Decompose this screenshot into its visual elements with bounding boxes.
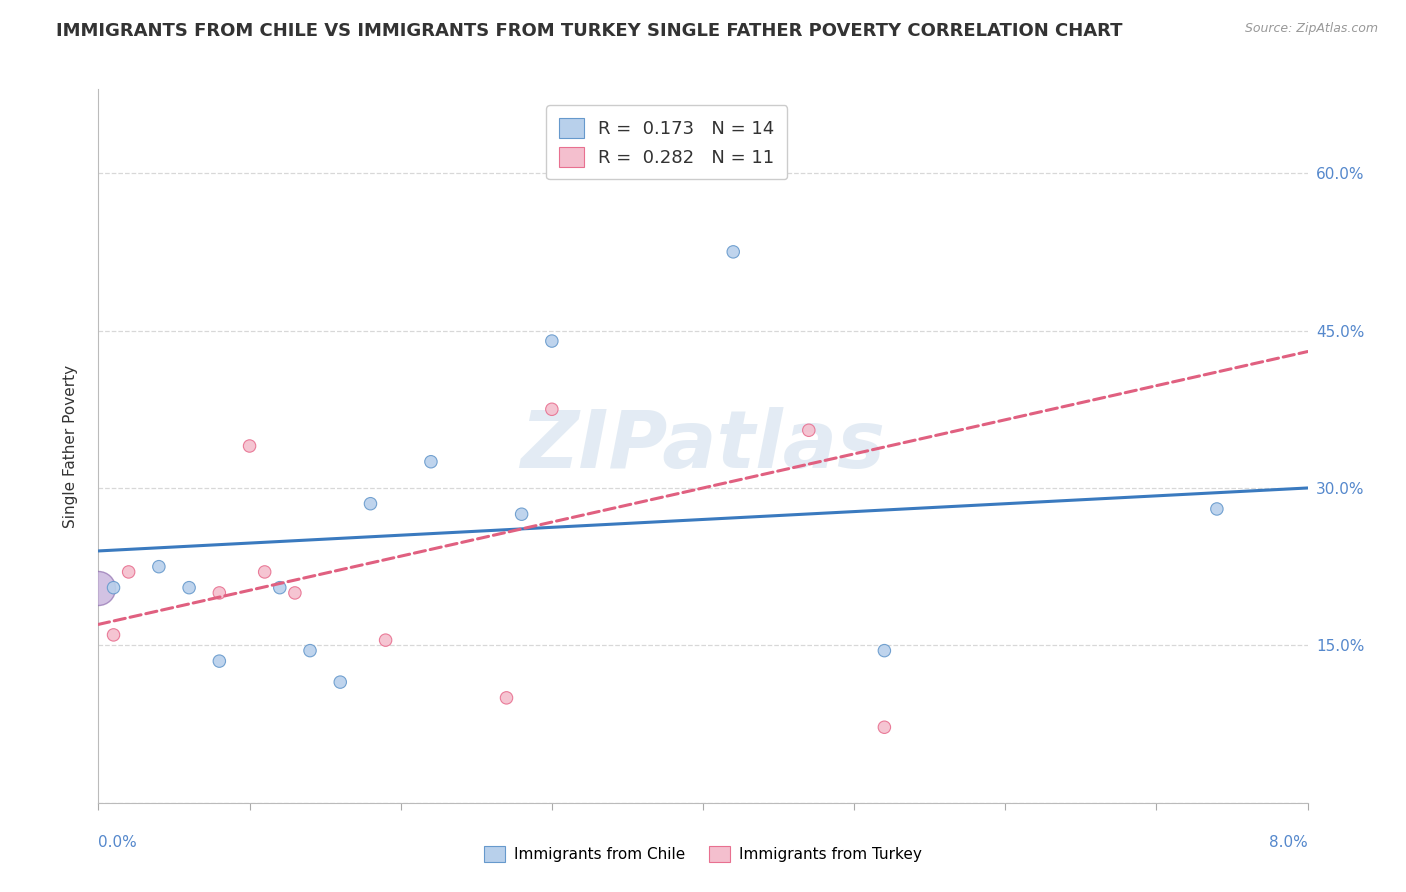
Point [118,565,141,579]
Point [239,439,262,453]
Point [510,507,533,521]
Text: Source: ZipAtlas.com: Source: ZipAtlas.com [1244,22,1378,36]
Point [269,581,291,595]
Point [103,581,125,595]
Text: IMMIGRANTS FROM CHILE VS IMMIGRANTS FROM TURKEY SINGLE FATHER POVERTY CORRELATIO: IMMIGRANTS FROM CHILE VS IMMIGRANTS FROM… [56,22,1123,40]
Point [1206,502,1229,516]
Point [873,720,896,734]
Point [148,559,170,574]
Text: 8.0%: 8.0% [1268,835,1308,850]
Point [299,643,322,657]
Text: 0.0%: 0.0% [98,835,138,850]
Legend: R =  0.173   N = 14, R =  0.282   N = 11: R = 0.173 N = 14, R = 0.282 N = 11 [546,105,787,179]
Point [495,690,517,705]
Legend: Immigrants from Chile, Immigrants from Turkey: Immigrants from Chile, Immigrants from T… [478,840,928,868]
Point [541,402,564,417]
Text: ZIPatlas: ZIPatlas [520,407,886,485]
Point [541,334,564,348]
Point [103,628,125,642]
Point [873,643,896,657]
Point [284,586,307,600]
Point [723,244,745,259]
Point [208,586,231,600]
Point [360,497,382,511]
Point [420,455,443,469]
Point [253,565,276,579]
Point [179,581,201,595]
Point [87,581,110,595]
Point [329,675,352,690]
Y-axis label: Single Father Poverty: Single Father Poverty [63,365,77,527]
Point [797,423,820,437]
Point [374,633,396,648]
Point [208,654,231,668]
